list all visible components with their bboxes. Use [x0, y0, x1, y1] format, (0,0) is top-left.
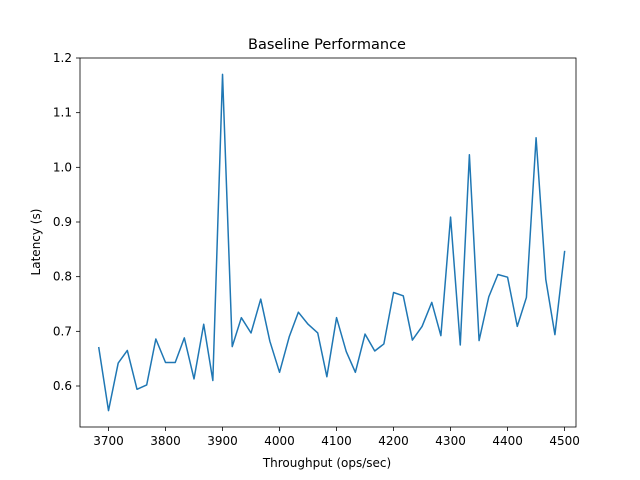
x-tick-label: 4300 — [435, 434, 466, 448]
y-tick-label: 0.7 — [53, 324, 72, 338]
x-tick-label: 3800 — [150, 434, 181, 448]
y-tick-label: 0.6 — [53, 379, 72, 393]
x-tick-label: 4500 — [549, 434, 580, 448]
y-tick-label: 0.9 — [53, 215, 72, 229]
x-tick-label: 3700 — [93, 434, 124, 448]
y-tick-label: 0.8 — [53, 270, 72, 284]
y-tick-label: 1.1 — [53, 106, 72, 120]
y-axis: 0.6 0.7 0.8 0.9 1.0 1.1 1.2 — [53, 51, 80, 393]
x-axis-label: Throughput (ops/sec) — [262, 456, 391, 470]
y-tick-label: 1.0 — [53, 160, 72, 174]
y-axis-label: Latency (s) — [29, 209, 43, 276]
axes-frame — [79, 57, 577, 428]
x-tick-label: 4100 — [321, 434, 352, 448]
y-tick-label: 1.2 — [53, 51, 72, 65]
x-tick-label: 4400 — [492, 434, 523, 448]
x-tick-label: 4000 — [264, 434, 295, 448]
x-tick-label: 4200 — [378, 434, 409, 448]
plot-area — [79, 57, 577, 428]
series-line-0 — [97, 73, 566, 412]
x-axis: 3700 3800 3900 4000 4100 4200 4300 4400 4500 — [93, 427, 580, 448]
chart-title: Baseline Performance — [248, 37, 406, 53]
x-tick-label: 3900 — [207, 434, 238, 448]
